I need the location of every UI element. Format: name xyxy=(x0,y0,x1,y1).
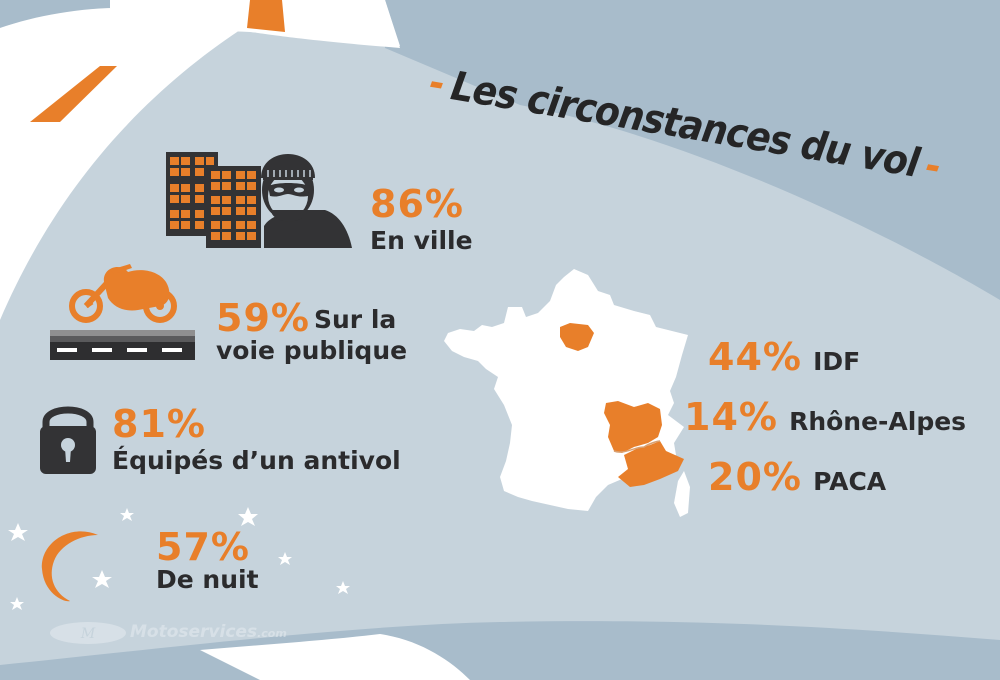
stat-street-label-line2: voie publique xyxy=(216,336,408,365)
padlock-icon xyxy=(40,406,96,474)
stat-city: 86% En ville xyxy=(160,138,480,255)
region-stats: 44% IDF 14% Rhône-Alpes 20% PACA xyxy=(684,335,992,497)
stat-night-label: De nuit xyxy=(156,565,259,594)
region-item-rhone-alpes: 14% Rhône-Alpes xyxy=(684,397,966,437)
stat-lock-label: Équipés d’un antivol xyxy=(112,446,401,475)
region-rhone-alpes xyxy=(604,401,662,453)
motoservices-logo-icon: M xyxy=(50,622,126,644)
stat-lock: 81% Équipés d’un antivol xyxy=(38,398,438,483)
region-idf-label: IDF xyxy=(813,347,861,376)
stat-lock-percent: 81% xyxy=(112,402,206,446)
svg-text:M: M xyxy=(80,626,96,642)
stat-city-label: En ville xyxy=(370,226,473,255)
stat-night-percent: 57% xyxy=(156,525,250,569)
burglar-buildings-icon xyxy=(166,152,352,248)
france-map-icon xyxy=(444,269,690,517)
region-paca-label: PACA xyxy=(813,467,887,496)
watermark-text: Motoservices.com xyxy=(130,622,287,642)
motorcycle-road-icon xyxy=(50,264,195,360)
title-dash-right: - xyxy=(922,142,944,191)
watermark: M Motoservices.com xyxy=(48,622,287,644)
stat-night: 57% De nuit xyxy=(0,495,360,615)
region-paca xyxy=(618,441,684,487)
region-paca-percent: 20% xyxy=(708,455,802,499)
region-rhone-alpes-label: Rhône-Alpes xyxy=(789,407,967,436)
region-item-idf: 44% IDF xyxy=(708,337,860,377)
stat-street-percent: 59% xyxy=(216,296,310,340)
region-rhone-alpes-percent: 14% xyxy=(684,395,778,439)
moon-stars-icon xyxy=(8,507,350,610)
region-idf xyxy=(560,323,594,351)
title-dash-left: - xyxy=(426,59,448,108)
stat-street-label-line1: Sur la xyxy=(314,305,397,334)
region-item-paca: 20% PACA xyxy=(708,457,886,497)
stat-city-percent: 86% xyxy=(370,182,464,226)
stat-street: 59% Sur la voie publique xyxy=(48,260,428,370)
region-idf-percent: 44% xyxy=(708,335,802,379)
